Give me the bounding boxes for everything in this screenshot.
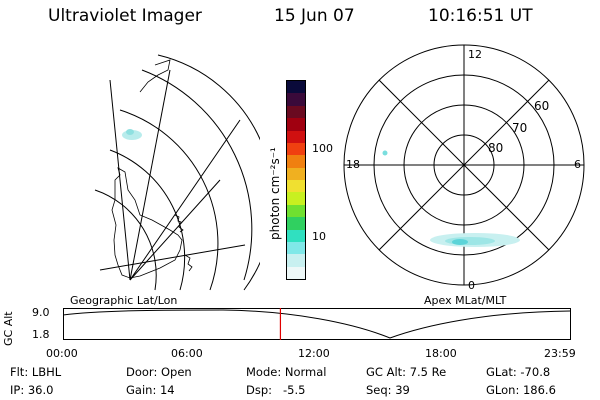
- geo-map-label: Geographic Lat/Lon: [70, 294, 178, 307]
- timeline-tick-2: 12:00: [298, 347, 330, 360]
- colorbar-tick-100: 100: [312, 142, 333, 155]
- date-label: 15 Jun 07: [274, 6, 355, 26]
- colorbar-swatch: [287, 266, 305, 279]
- coastline: [184, 254, 193, 272]
- timeline-tick-1: 06:00: [171, 347, 203, 360]
- colorbar-swatch: [287, 118, 305, 131]
- timeline-tick-4: 23:59: [544, 347, 576, 360]
- colorbar-swatch: [287, 105, 305, 119]
- lat-label-70: 70: [512, 121, 527, 135]
- flt-value: LBHL: [31, 365, 62, 379]
- seq-value: 39: [395, 383, 410, 397]
- polar-plot-label: Apex MLat/MLT: [424, 294, 507, 307]
- gain-value: 14: [159, 383, 175, 397]
- colorbar-swatch: [287, 192, 305, 205]
- colorbar-tick-10: 10: [312, 230, 326, 243]
- seq-field: Seq: 39: [366, 383, 410, 397]
- colorbar-swatch: [287, 229, 305, 242]
- timeline-tick-3: 18:00: [425, 347, 457, 360]
- colorbar-swatch: [287, 142, 305, 156]
- coastline: [174, 214, 184, 233]
- mlt-label-0: 0: [468, 279, 475, 292]
- flt-field: Flt: LBHL: [10, 365, 62, 379]
- lat-arc: [109, 149, 186, 291]
- gcalt-value: 7.5 Re: [409, 365, 447, 379]
- mode-value: Normal: [284, 365, 327, 379]
- timeline-tick-0: 00:00: [46, 347, 78, 360]
- glon-value: 186.6: [522, 383, 556, 397]
- instrument-title: Ultraviolet Imager: [48, 6, 202, 26]
- polar-axis: [378, 79, 550, 251]
- timeline-plot: [63, 308, 571, 340]
- glat-field: GLat: -70.8: [486, 365, 551, 379]
- mlt-label-6: 6: [574, 158, 581, 171]
- geographic-map: [94, 54, 260, 291]
- colorbar-unit-label: photon cm⁻²s⁻¹: [268, 147, 282, 240]
- lat-arc: [119, 109, 219, 291]
- coastline: [111, 167, 183, 279]
- glat-value: -70.8: [520, 365, 551, 379]
- dsp-value: -5.5: [283, 383, 306, 397]
- mlt-label-18: 18: [346, 158, 360, 171]
- door-field: Door: Open: [126, 365, 192, 379]
- lon-line: [129, 69, 171, 281]
- colorbar-swatch: [287, 254, 305, 267]
- lat-label-80: 80: [488, 141, 503, 155]
- lon-line: [129, 179, 221, 281]
- mode-field: Mode: Normal: [246, 365, 327, 379]
- coastline: [139, 59, 171, 93]
- colorbar: [286, 80, 306, 280]
- aurora-band: [382, 150, 520, 247]
- colorbar-swatch: [287, 81, 305, 94]
- colorbar-swatch: [287, 155, 305, 168]
- colorbar-swatch: [287, 241, 305, 255]
- lon-line: [99, 244, 246, 271]
- lat-arc: [141, 69, 253, 281]
- lon-line: [109, 79, 131, 281]
- door-value: Open: [160, 365, 192, 379]
- timeline-y-top: 9.0: [32, 306, 50, 319]
- mlt-label-12: 12: [468, 48, 482, 61]
- gcalt-field: GC Alt: 7.5 Re: [366, 365, 447, 379]
- colorbar-swatch: [287, 130, 305, 143]
- altitude-curve: [63, 309, 571, 339]
- lat-arc: [94, 189, 157, 291]
- colorbar-swatch: [287, 204, 305, 218]
- polar-plot: 12 18 6 0 60 70 80: [343, 44, 585, 292]
- lat-label-60: 60: [534, 99, 549, 113]
- gain-field: Gain: 14: [126, 383, 175, 397]
- time-label: 10:16:51 UT: [428, 6, 533, 26]
- ip-field: IP: 36.0: [10, 383, 54, 397]
- dsp-field: Dsp: -5.5: [246, 383, 306, 397]
- timeline-y-bottom: 1.8: [32, 328, 50, 341]
- lat-arc: [157, 54, 260, 291]
- colorbar-swatch: [287, 180, 305, 193]
- lon-line: [129, 119, 241, 281]
- timeline-frame: [63, 308, 571, 340]
- aurora-spot: [122, 129, 142, 140]
- colorbar-swatch: [287, 217, 305, 230]
- glon-field: GLon: 186.6: [486, 383, 556, 397]
- colorbar-swatch: [287, 93, 305, 106]
- colorbar-swatch: [287, 167, 305, 180]
- ip-value: 36.0: [27, 383, 54, 397]
- timeline-axis-label: GC Alt: [2, 311, 15, 346]
